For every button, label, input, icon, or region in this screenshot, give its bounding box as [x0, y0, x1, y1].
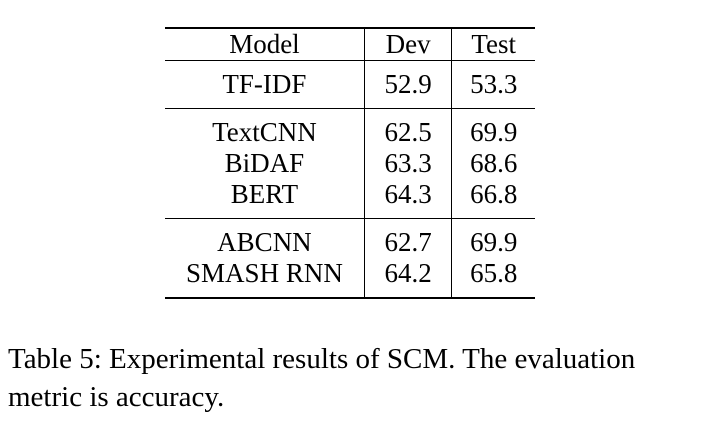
dev-score-cell: 52.9: [363, 60, 452, 109]
model-cell: TextCNN: [212, 117, 317, 147]
test-score-cell: 69.9: [451, 218, 535, 258]
header-model: Model: [229, 29, 300, 59]
dev-score-cell: 64.2: [363, 258, 452, 298]
table-header-row: Model Dev Test: [165, 28, 535, 61]
model-cell: SMASH RNN: [186, 258, 343, 288]
dev-score-cell: 62.5: [363, 108, 452, 148]
table-row: TF-IDF 52.9 53.3: [165, 60, 535, 109]
model-cell: TF-IDF: [222, 69, 307, 99]
header-test: Test: [451, 28, 535, 61]
dev-score-cell: 63.3: [363, 148, 452, 179]
dev-score-cell: 62.7: [363, 218, 452, 258]
table-row: ABCNN 62.7 69.9: [165, 218, 535, 258]
test-score-cell: 66.8: [451, 179, 535, 219]
test-score-cell: 69.9: [451, 108, 535, 148]
table-caption: Table 5: Experimental results of SCM. Th…: [8, 343, 636, 413]
table-row: TextCNN 62.5 69.9: [165, 108, 535, 148]
test-score-cell: 53.3: [451, 60, 535, 109]
table-row: SMASH RNN 64.2 65.8: [165, 258, 535, 298]
results-table: Model Dev Test TF-IDF 52.9 53.3 TextCNN …: [165, 27, 535, 299]
model-cell: BERT: [230, 179, 299, 209]
dev-score-cell: 64.3: [363, 179, 452, 219]
table-row: BERT 64.3 66.8: [165, 179, 535, 219]
test-score-cell: 68.6: [451, 148, 535, 179]
model-cell: BiDAF: [224, 148, 305, 178]
test-score-cell: 65.8: [451, 258, 535, 298]
header-dev: Dev: [363, 28, 452, 61]
model-cell: ABCNN: [217, 227, 312, 257]
table-row: BiDAF 63.3 68.6: [165, 148, 535, 179]
